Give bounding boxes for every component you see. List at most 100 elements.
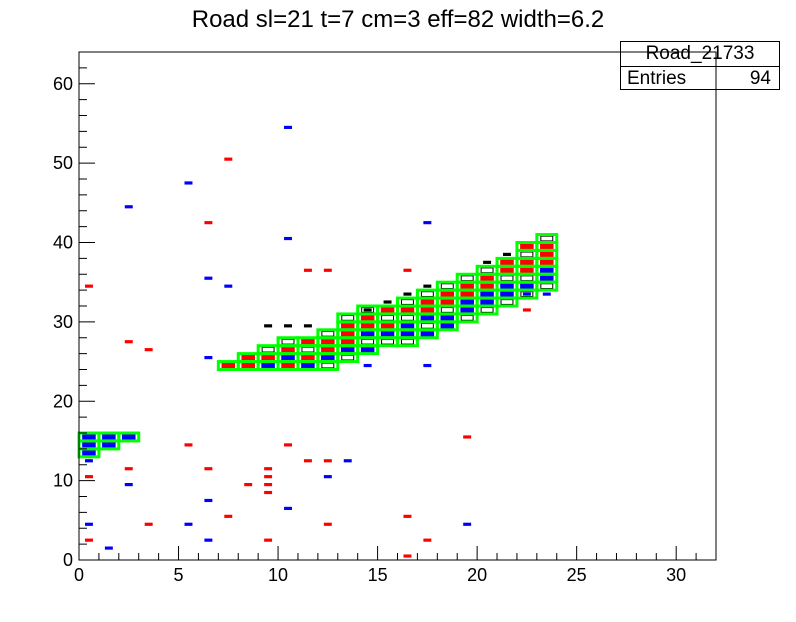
y-tick-label: 60 <box>53 74 73 94</box>
black-hit-cell <box>400 338 414 345</box>
black-hit-cell <box>361 338 375 345</box>
road-bin-box <box>356 344 380 356</box>
black-hit-cell <box>321 362 335 369</box>
blue-hit-cell <box>301 362 315 369</box>
black-hit-cell <box>341 354 355 361</box>
red-hit-cell <box>540 251 554 258</box>
red-hit-cell <box>284 443 292 447</box>
blue-hit-cell <box>363 363 372 368</box>
red-hit-cell <box>420 307 435 313</box>
blue-hit-cell <box>104 546 113 550</box>
red-hit-cell <box>520 243 534 250</box>
black-hit-cell <box>480 267 494 274</box>
black-hit-cell <box>520 251 534 258</box>
red-hit-cell <box>281 362 295 369</box>
black-hit-cell <box>341 315 355 321</box>
blue-hit-cell <box>440 315 455 321</box>
red-hit-cell <box>241 354 255 361</box>
blue-hit-cell <box>124 205 133 209</box>
red-hit-cell <box>321 346 335 353</box>
blue-hit-cell <box>480 299 494 305</box>
blue-hit-cell <box>520 283 534 290</box>
road-bin-box <box>475 304 499 316</box>
blue-hit-cell <box>121 434 136 440</box>
x-tick-label: 0 <box>74 565 84 585</box>
red-hit-cell <box>520 259 534 266</box>
blue-hit-cell <box>82 449 96 456</box>
black-hit-cell <box>361 307 375 313</box>
stats-histogram-name: Road_21733 <box>621 42 779 67</box>
blue-hit-cell <box>323 475 332 479</box>
blue-hit-cell <box>522 292 531 296</box>
black-hit-cell <box>284 324 292 328</box>
black-hit-cell <box>281 338 295 345</box>
red-hit-cell <box>423 538 432 542</box>
blue-hit-cell <box>184 522 193 526</box>
red-hit-cell <box>520 267 534 274</box>
blue-hit-cell <box>440 322 455 329</box>
y-tick-label: 50 <box>53 153 73 173</box>
red-hit-cell <box>303 268 312 272</box>
red-hit-cell <box>500 259 514 266</box>
blue-hit-cell <box>460 307 474 313</box>
blue-hit-cell <box>84 459 93 463</box>
black-hit-cell <box>503 252 511 256</box>
black-hit-cell <box>303 324 312 328</box>
blue-hit-cell <box>321 354 335 361</box>
red-hit-cell <box>420 299 435 305</box>
red-hit-cell <box>144 522 153 526</box>
red-hit-cell <box>264 467 273 471</box>
blue-hit-cell <box>423 221 432 225</box>
black-hit-cell <box>383 300 392 304</box>
road-bin-box <box>535 280 559 292</box>
red-hit-cell <box>124 340 133 344</box>
red-hit-cell <box>460 283 474 290</box>
blue-hit-cell <box>261 362 275 369</box>
blue-hit-cell <box>184 181 193 185</box>
black-hit-cell <box>381 338 395 345</box>
blue-hit-cell <box>343 459 352 463</box>
red-hit-cell <box>500 267 514 274</box>
red-hit-cell <box>360 322 375 329</box>
black-hit-cell <box>460 275 474 282</box>
x-tick-label: 10 <box>268 565 288 585</box>
red-hit-cell <box>204 467 213 471</box>
black-hit-cell <box>261 346 275 353</box>
red-hit-cell <box>281 346 295 353</box>
red-hit-cell <box>400 307 415 313</box>
blue-hit-cell <box>460 299 474 305</box>
blue-hit-cell <box>360 346 375 353</box>
red-hit-cell <box>463 435 472 439</box>
black-hit-cell <box>400 315 414 321</box>
road-bin-box <box>415 328 439 340</box>
red-hit-cell <box>301 338 315 345</box>
blue-hit-cell <box>82 442 96 448</box>
red-hit-cell <box>522 308 531 312</box>
chart-axes: 0 5 10 15 20 25 30 0 10 20 30 40 50 60 <box>53 51 717 585</box>
black-hit-cell <box>420 322 434 329</box>
red-hit-cell <box>323 459 332 463</box>
road-bin-box <box>316 360 340 371</box>
red-hit-cell <box>261 354 275 361</box>
chart-marks <box>77 125 559 558</box>
blue-hit-cell <box>400 330 415 337</box>
blue-hit-cell <box>204 356 213 360</box>
stats-entries-label: Entries <box>627 68 687 89</box>
blue-hit-cell <box>340 346 355 353</box>
blue-hit-cell <box>284 125 292 129</box>
blue-hit-cell <box>500 283 514 290</box>
blue-hit-cell <box>102 434 116 440</box>
red-hit-cell <box>340 322 355 329</box>
red-hit-cell <box>380 307 395 313</box>
road-bin-box <box>455 312 479 324</box>
y-tick-label: 40 <box>53 233 73 253</box>
black-hit-cell <box>500 275 514 282</box>
red-hit-cell <box>264 483 273 487</box>
black-hit-cell <box>403 292 412 296</box>
black-hit-cell <box>520 275 534 282</box>
black-hit-cell <box>400 299 414 305</box>
stats-box: Road_21733 Entries 94 <box>620 41 780 90</box>
red-hit-cell <box>221 362 236 369</box>
road-bin-box <box>336 352 360 364</box>
red-hit-cell <box>480 275 494 282</box>
